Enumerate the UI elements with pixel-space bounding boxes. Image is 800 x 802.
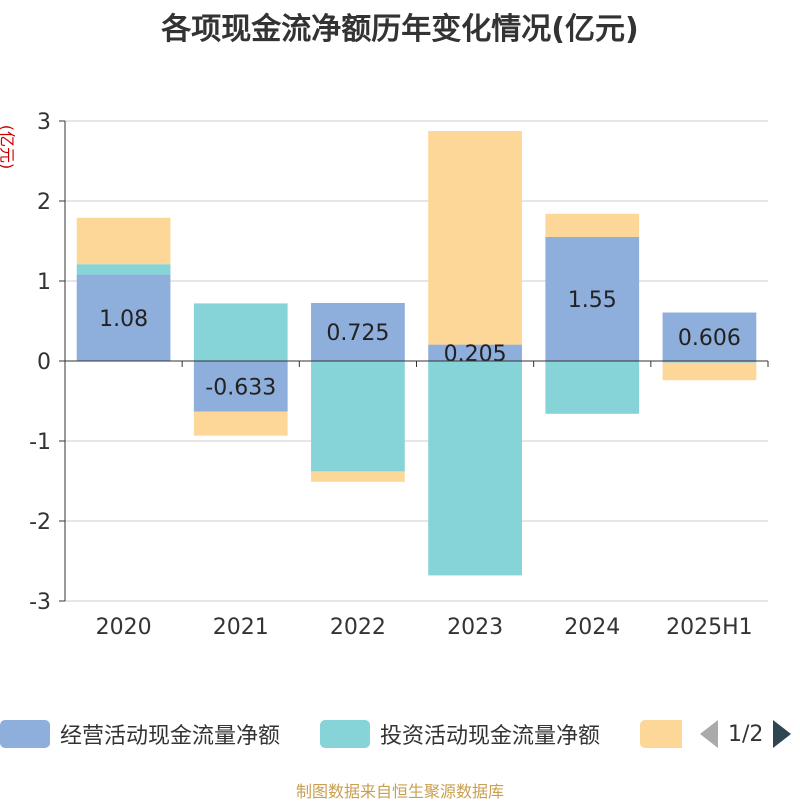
bar-series1-2024 — [545, 361, 640, 414]
bar-series0-2021 — [193, 361, 288, 412]
y-tick-label: -1 — [29, 430, 51, 455]
bar-series0-2024 — [545, 237, 640, 361]
legend-label-operating: 经营活动现金流量净额 — [60, 724, 281, 749]
bar-series0-2022 — [311, 303, 405, 361]
bar-series2-2024 — [545, 213, 640, 237]
x-tick-label: 2025H1 — [666, 615, 753, 640]
bar-series1-2020 — [76, 264, 171, 275]
data-label: 0.205 — [444, 342, 507, 367]
y-tick-label: -3 — [29, 590, 51, 615]
data-label: 1.55 — [568, 288, 617, 313]
data-label: 1.08 — [99, 307, 148, 332]
data-label: 0.725 — [326, 321, 389, 346]
bar-series0-2020 — [76, 274, 171, 361]
bar-series2-2020 — [76, 217, 171, 265]
y-tick-label: -2 — [29, 510, 51, 535]
legend-swatch-investing — [320, 720, 370, 748]
legend-prev-arrow-icon[interactable] — [700, 720, 718, 748]
bar-series1-2025H1 — [662, 361, 757, 363]
legend-page-indicator: 1/2 — [728, 721, 764, 747]
bar-series2-2025H1 — [662, 362, 757, 381]
legend-swatch-operating — [0, 720, 50, 748]
bar-series2-2021 — [193, 411, 288, 436]
bar-series0-2025H1 — [662, 312, 757, 361]
source-footer: 制图数据来自恒生聚源数据库 — [295, 782, 504, 801]
y-tick-label: 0 — [37, 350, 51, 375]
bar-series1-2022 — [311, 361, 405, 472]
legend-pager: 1/2 — [700, 716, 792, 752]
chart-title: 各项现金流净额历年变化情况(亿元) — [161, 12, 639, 47]
y-tick-label: 2 — [37, 190, 51, 215]
legend-item-third[interactable] — [640, 716, 682, 752]
x-tick-label: 2022 — [330, 615, 386, 640]
legend-item-investing[interactable]: 投资活动现金流量净额 — [320, 716, 600, 752]
legend-label-investing: 投资活动现金流量净额 — [380, 724, 601, 749]
y-tick-label: 1 — [37, 270, 51, 295]
bar-series2-2023 — [428, 131, 522, 345]
bar-series0-2023 — [428, 344, 522, 361]
data-label: -0.633 — [205, 375, 276, 400]
data-label: 0.606 — [678, 326, 741, 351]
x-tick-label: 2021 — [213, 615, 269, 640]
y-tick-label: 3 — [37, 110, 51, 135]
x-tick-label: 2023 — [447, 615, 503, 640]
legend: 经营活动现金流量净额 投资活动现金流量净额 1/2 — [0, 716, 800, 756]
bar-series1-2021 — [193, 303, 288, 361]
x-tick-label: 2024 — [564, 615, 620, 640]
legend-item-operating[interactable]: 经营活动现金流量净额 — [0, 716, 280, 752]
bar-series2-2022 — [311, 471, 405, 482]
bar-series1-2023 — [428, 361, 522, 576]
legend-next-arrow-icon[interactable] — [773, 720, 792, 748]
legend-swatch-third — [640, 720, 682, 748]
x-tick-label: 2020 — [96, 615, 152, 640]
